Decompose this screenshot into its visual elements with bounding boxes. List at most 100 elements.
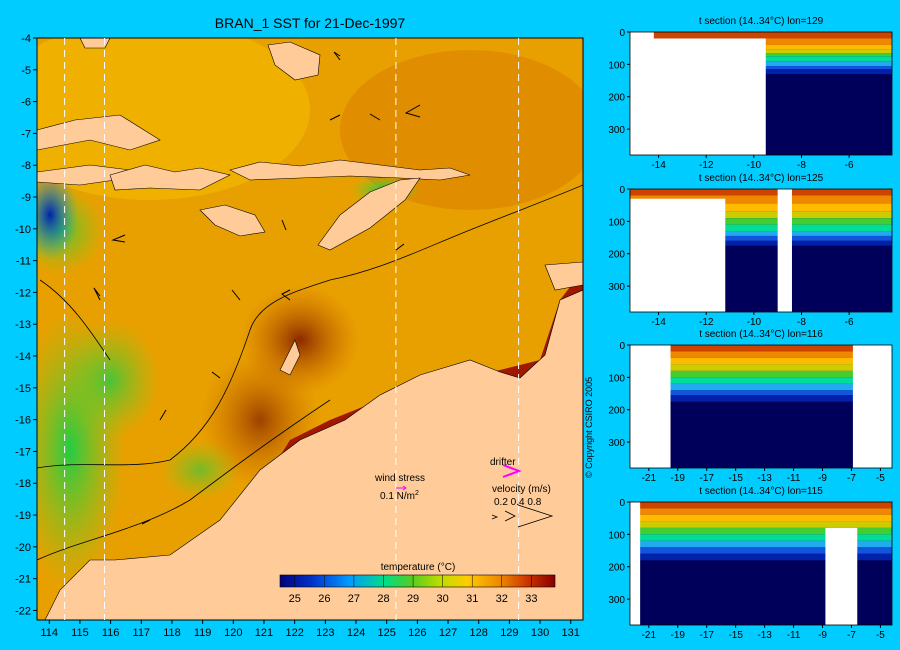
y-axis: -4 -5 -6 -7 -8 -9 -10 -11 -12 -13 -14 -15 -16 -17 -18 -…: [15, 33, 37, 617]
x-tick-label: 129: [500, 627, 518, 639]
x-tick-label: 124: [347, 627, 365, 639]
colorbar-tick-label: 30: [437, 593, 449, 605]
section-layer: [630, 357, 892, 365]
section-land: [630, 198, 726, 312]
section-title: t section (14..34°C) lon=125: [699, 173, 824, 184]
section-layer: [630, 351, 892, 358]
section-x-tick-label: -12: [699, 317, 714, 327]
section-layer: [630, 364, 892, 371]
y-tick-label: -17: [15, 446, 31, 458]
section-x-tick-label: -7: [847, 473, 856, 483]
section-x-tick-label: -19: [671, 630, 686, 640]
section-y-tick-label: 0: [619, 28, 625, 39]
y-tick-label: -12: [15, 287, 31, 299]
section-layer: [630, 231, 892, 236]
section-y-tick-label: 100: [608, 530, 625, 541]
drifter-label: drifter: [490, 457, 516, 468]
colorbar-tick-label: 29: [407, 593, 419, 605]
section-land: [630, 32, 654, 39]
y-tick-label: -6: [21, 97, 31, 109]
y-tick-label: -7: [21, 128, 31, 140]
section-x-tick-label: -7: [847, 630, 856, 640]
wind-arrows: [93, 51, 421, 525]
wind-stress-arrow: [396, 485, 407, 491]
section-layer: [630, 395, 892, 402]
section-x-tick-label: -10: [747, 317, 762, 327]
section-y-tick-label: 200: [608, 250, 625, 261]
velocity-label: velocity (m/s): [492, 484, 551, 495]
x-tick-label: 119: [194, 627, 212, 639]
x-tick-label: 128: [470, 627, 488, 639]
section-panel: t section (14..34°C) lon=129 -14 -12 -10 -8 -…: [608, 16, 893, 170]
section-land: [777, 189, 792, 312]
x-tick-label: 121: [255, 627, 273, 639]
colorbar-tick-label: 26: [318, 593, 330, 605]
section-x-tick-label: -14: [651, 317, 666, 327]
section-x-tick-label: -17: [699, 630, 714, 640]
section-land: [852, 345, 892, 468]
y-tick-label: -13: [15, 319, 31, 331]
x-tick-label: 122: [285, 627, 303, 639]
x-tick-label: 116: [102, 627, 120, 639]
x-tick-label: 114: [40, 627, 58, 639]
wind-stress-label: wind stress: [374, 473, 425, 484]
section-layer: [630, 547, 892, 554]
colorbar-tick-label: 32: [496, 593, 508, 605]
section-y-tick-label: 300: [608, 282, 625, 293]
section-x-tick-label: -8: [797, 160, 806, 170]
section-y-tick-label: 200: [608, 93, 625, 104]
section-x-tick-label: -9: [818, 630, 827, 640]
section-layer: [630, 514, 892, 522]
section-x-tick-label: -13: [757, 630, 772, 640]
section-x-tick-label: -11: [787, 473, 801, 483]
colorbar-tick-label: 33: [525, 593, 537, 605]
colorbar-tick-label: 27: [348, 593, 360, 605]
section-layer: [630, 383, 892, 391]
velocity-values: 0.2 0.4 0.8: [494, 497, 542, 508]
y-tick-label: -22: [15, 605, 31, 617]
section-x-tick-label: -21: [642, 630, 657, 640]
x-tick-label: 115: [71, 627, 89, 639]
section-y-tick-label: 0: [619, 498, 625, 509]
y-tick-label: -18: [15, 478, 31, 490]
section-x-tick-label: -15: [728, 630, 743, 640]
section-panel: t section (14..34°C) lon=116 -21 -19 -17 -15…: [608, 329, 893, 483]
section-x-tick-label: -8: [797, 317, 806, 327]
y-tick-label: -21: [15, 574, 31, 586]
sst-field: [37, 38, 583, 620]
section-y-tick-label: 300: [608, 125, 625, 136]
colorbar-ticks: 25 26 27 28 29 30 31 32 33: [289, 575, 537, 605]
section-layer: [630, 235, 892, 241]
y-tick-label: -15: [15, 383, 31, 395]
y-tick-label: -14: [15, 351, 31, 363]
section-layer: [630, 189, 892, 196]
x-tick-label: 127: [439, 627, 457, 639]
velocity-arrows: [491, 504, 554, 528]
x-axis: 114 115 116 117 118 119 120 121 122 123 124 125 126 1…: [40, 620, 580, 639]
section-x-tick-label: -9: [818, 473, 827, 483]
section-y-tick-label: 200: [608, 406, 625, 417]
section-layer: [630, 345, 892, 352]
section-panel: t section (14..34°C) lon=125 -14 -12 -10 -8 -…: [608, 173, 893, 327]
x-tick-label: 123: [316, 627, 334, 639]
section-layer: [630, 508, 892, 515]
y-tick-label: -19: [15, 510, 31, 522]
section-y-tick-label: 200: [608, 563, 625, 574]
y-tick-label: -5: [21, 65, 31, 77]
section-layer: [630, 32, 892, 39]
y-tick-label: -4: [21, 33, 31, 45]
section-x-tick-label: -15: [728, 473, 743, 483]
section-x-tick-label: -21: [642, 473, 657, 483]
section-lines: [64, 38, 520, 620]
x-tick-label: 118: [163, 627, 181, 639]
colorbar-tick-label: 28: [377, 593, 389, 605]
section-layer: [630, 218, 892, 225]
section-layer: [630, 203, 892, 212]
section-layer: [630, 195, 892, 204]
section-layer: [630, 534, 892, 541]
section-layer: [630, 540, 892, 548]
section-land: [630, 38, 766, 156]
colorbar-tick-label: 25: [289, 593, 301, 605]
section-x-tick-label: -13: [757, 473, 772, 483]
wind-stress-value: 0.1 N/m2: [380, 490, 419, 502]
